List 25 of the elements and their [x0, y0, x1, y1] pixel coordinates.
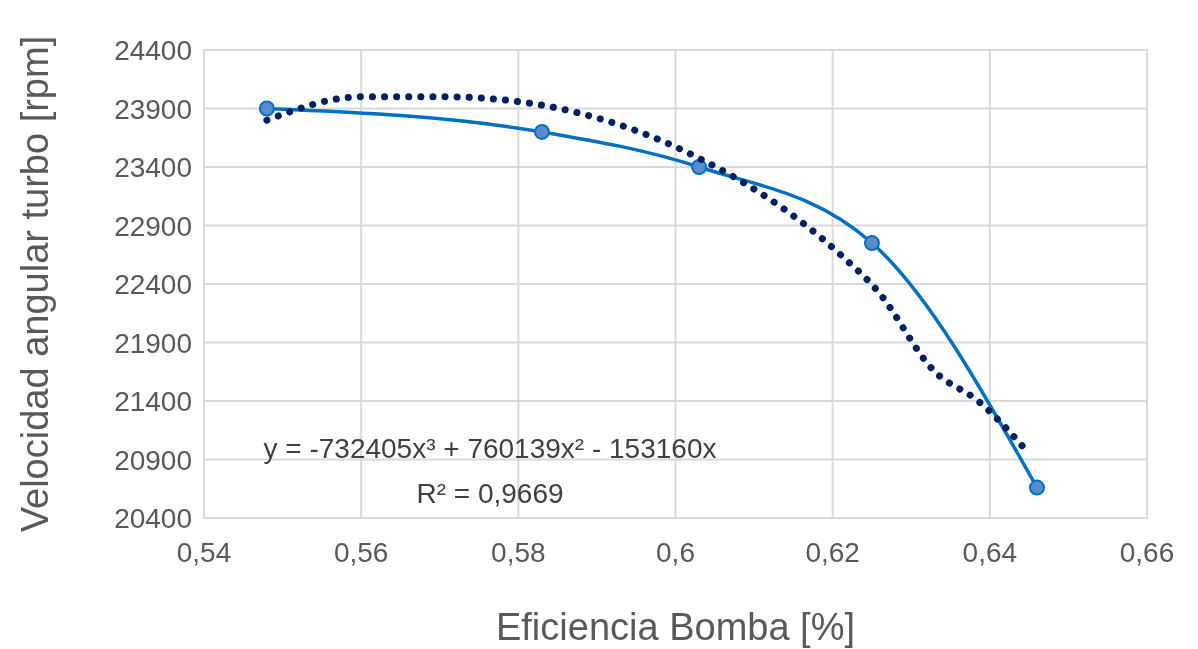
annotation: R² = 0,9669 — [416, 478, 564, 509]
y-tick-label: 21900 — [114, 327, 192, 359]
x-tick-label: 0,54 — [176, 537, 232, 568]
x-tick-label: 0,62 — [805, 537, 860, 568]
point — [691, 159, 708, 175]
x-axis-title: Eficiencia Bomba [%] — [495, 606, 856, 648]
y-axis-title: Velocidad angular turbo [rpm] — [14, 35, 56, 533]
y-tick-label: 23900 — [114, 93, 192, 125]
point — [258, 100, 275, 117]
annotation: y = -732405x³ + 760139x² - 153160x — [263, 433, 717, 464]
y-tick-label: 23400 — [114, 152, 192, 183]
y-tick-label: 20900 — [114, 444, 192, 476]
point — [533, 123, 550, 140]
y-tick-label: 22400 — [114, 269, 192, 300]
y-tick-label: 20400 — [114, 503, 192, 534]
x-tick-label: 0,66 — [1119, 537, 1175, 568]
y-tick-label: 24400 — [114, 35, 192, 66]
x-tick-label: 0,6 — [656, 537, 695, 568]
y-tick-label: 21400 — [114, 386, 192, 417]
x-tick-label: 0,64 — [962, 537, 1018, 568]
x-tick-label: 0,56 — [333, 537, 389, 568]
point — [1028, 479, 1045, 496]
point — [863, 235, 880, 252]
y-tick-label: 22900 — [114, 210, 192, 242]
x-tick-label: 0,58 — [491, 537, 546, 568]
